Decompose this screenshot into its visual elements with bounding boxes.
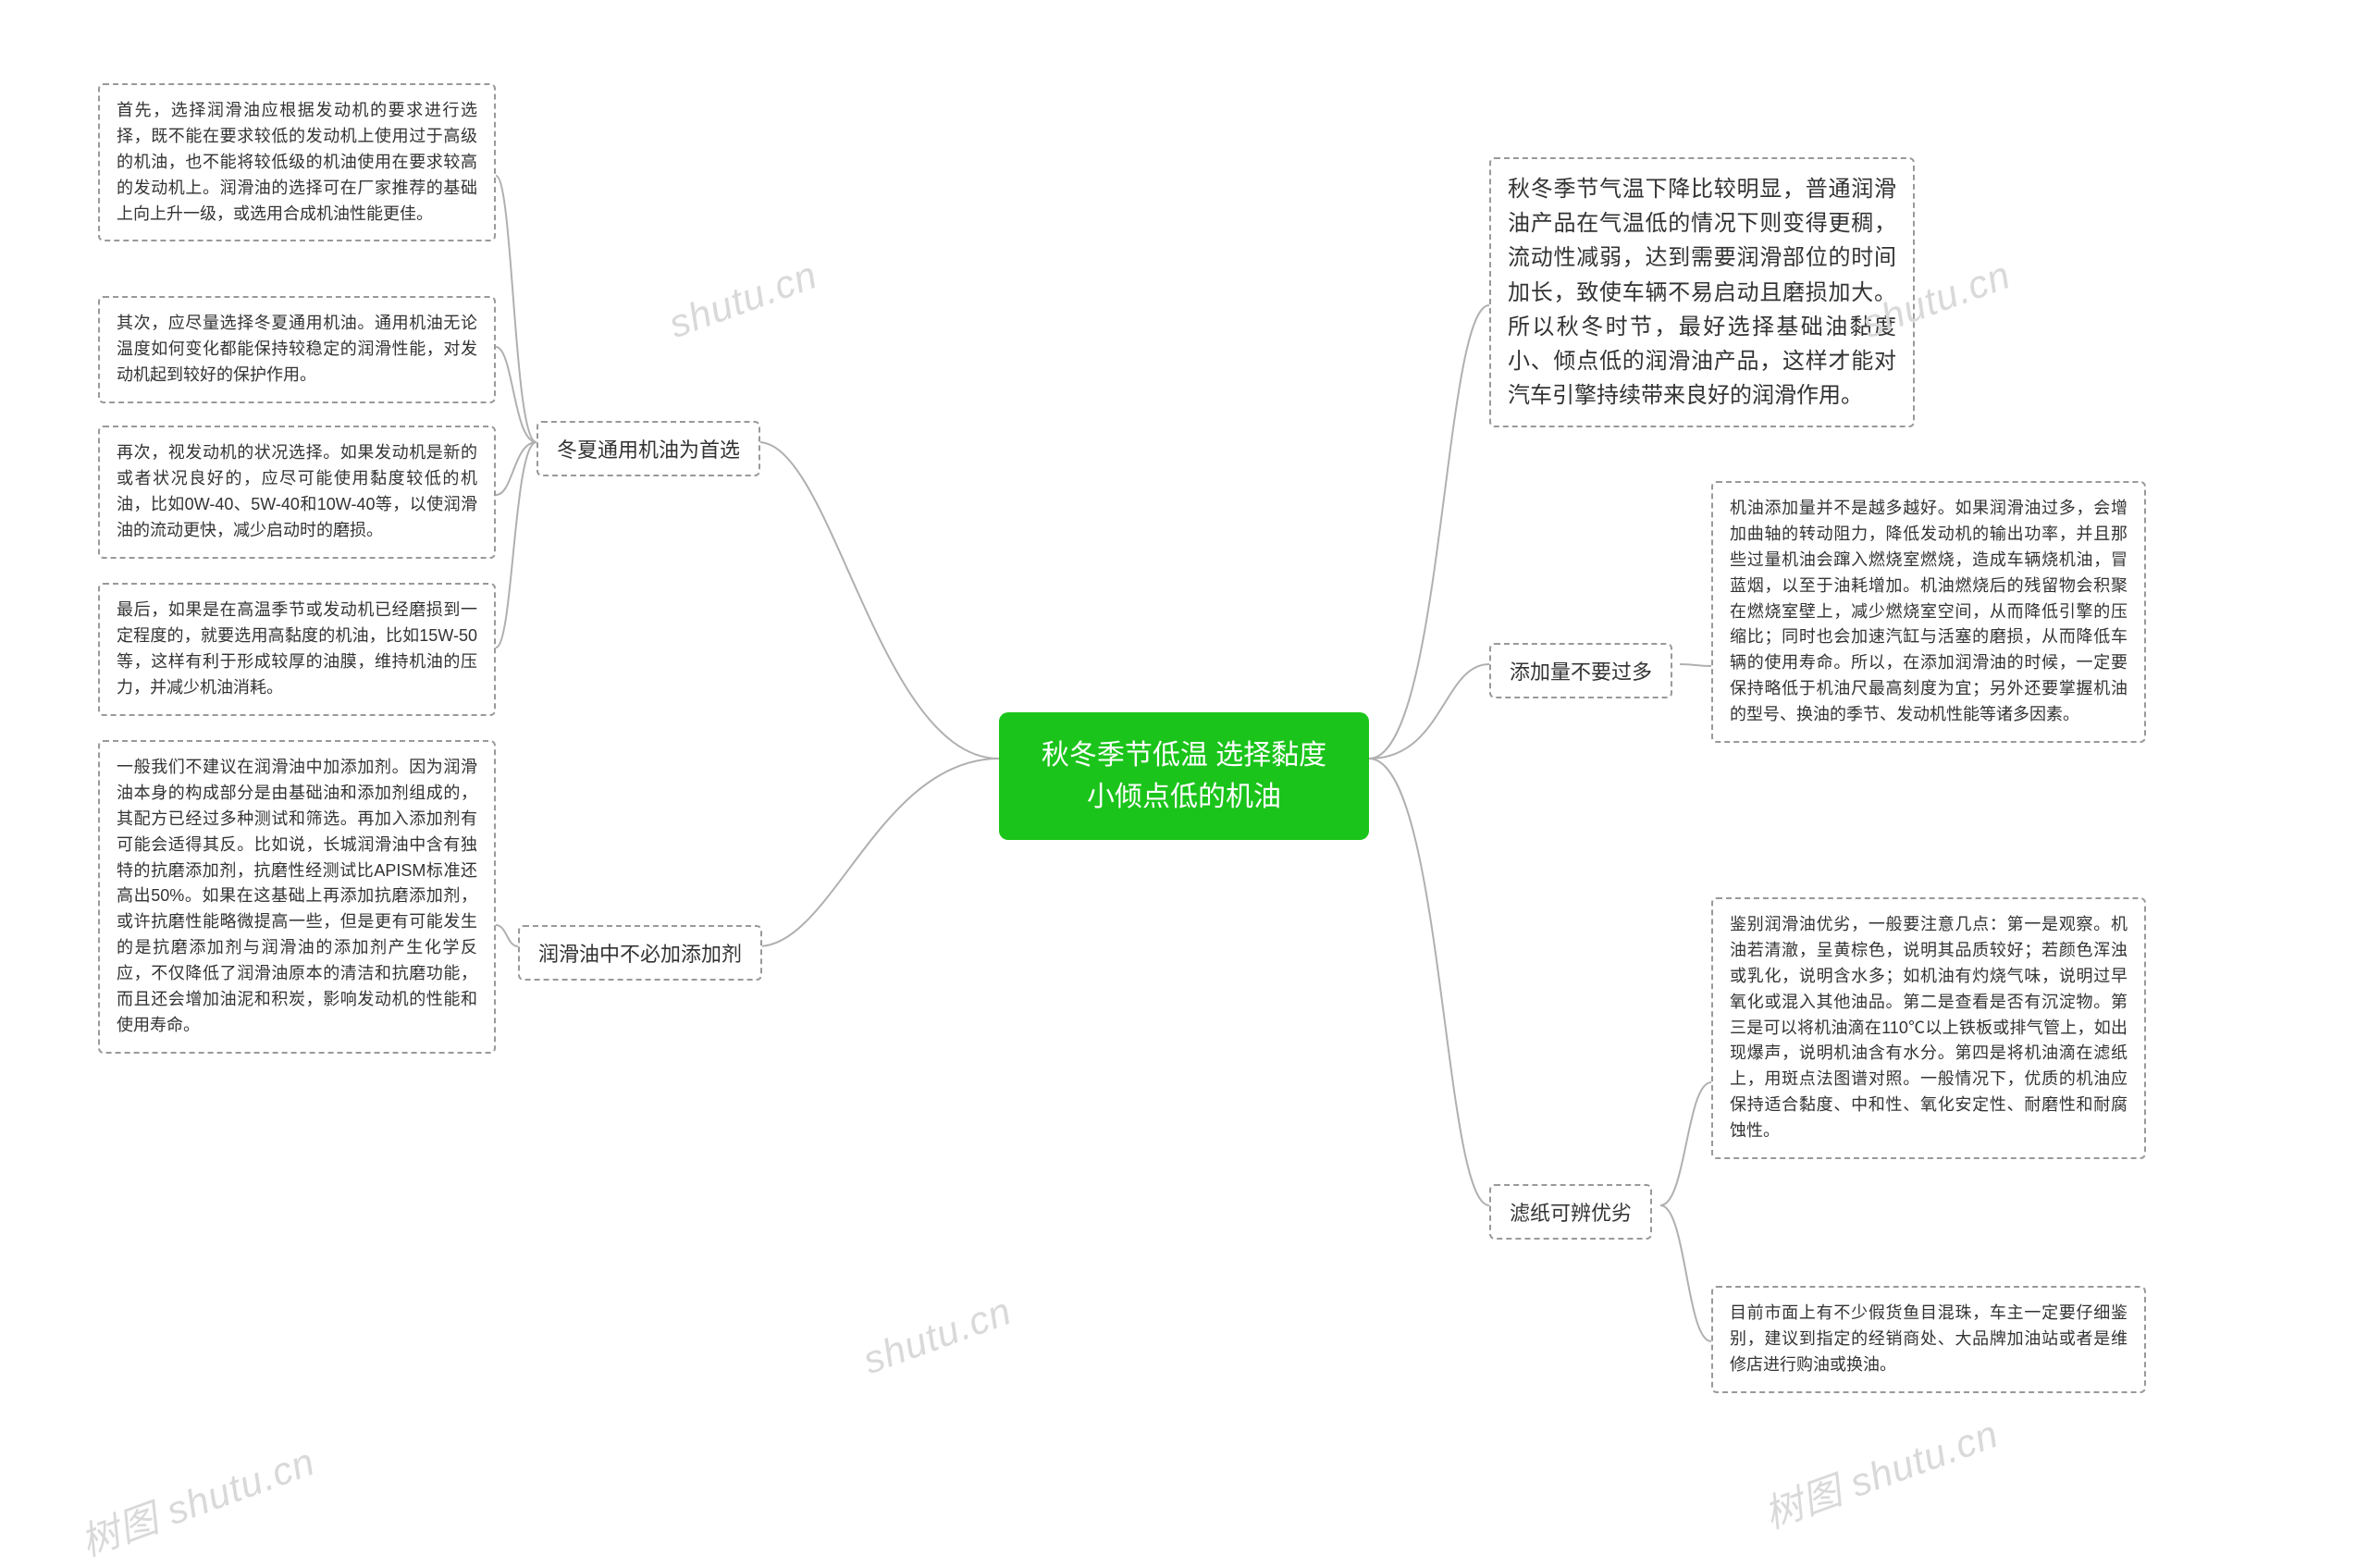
leaf-select-by-engine: 首先，选择润滑油应根据发动机的要求进行选择，既不能在要求较低的发动机上使用过于高… — [98, 83, 496, 241]
watermark: 树图 shutu.cn — [1756, 1402, 2005, 1539]
leaf-engine-condition: 再次，视发动机的状况选择。如果发动机是新的或者状况良好的，应尽可能使用黏度较低的… — [98, 426, 496, 559]
leaf-universal-oil: 其次，应尽量选择冬夏通用机油。通用机油无论温度如何变化都能保持较稳定的润滑性能，… — [98, 296, 496, 403]
watermark: 树图 shutu.cn — [72, 1430, 322, 1567]
leaf-high-temp: 最后，如果是在高温季节或发动机已经磨损到一定程度的，就要选用高黏度的机油，比如1… — [98, 583, 496, 716]
branch-filter-paper: 滤纸可辨优劣 — [1489, 1184, 1652, 1240]
leaf-autumn-winter-intro: 秋冬季节气温下降比较明显，普通润滑油产品在气温低的情况下则变得更稠，流动性减弱，… — [1489, 157, 1915, 427]
leaf-additive-details: 一般我们不建议在润滑油中加添加剂。因为润滑油本身的构成部分是由基础油和添加剂组成… — [98, 740, 496, 1054]
branch-not-too-much: 添加量不要过多 — [1489, 643, 1672, 698]
watermark: shutu.cn — [663, 253, 823, 347]
branch-no-additives: 润滑油中不必加添加剂 — [518, 925, 762, 981]
leaf-fake-warning: 目前市面上有不少假货鱼目混珠，车主一定要仔细鉴别，建议到指定的经销商处、大品牌加… — [1711, 1286, 2146, 1393]
watermark: shutu.cn — [857, 1289, 1018, 1383]
branch-winter-summer-oil: 冬夏通用机油为首选 — [536, 421, 760, 476]
center-node: 秋冬季节低温 选择黏度小倾点低的机油 — [999, 712, 1369, 840]
leaf-quality-check: 鉴别润滑油优劣，一般要注意几点：第一是观察。机油若清澈，呈黄棕色，说明其品质较好… — [1711, 897, 2146, 1159]
leaf-amount-details: 机油添加量并不是越多越好。如果润滑油过多，会增加曲轴的转动阻力，降低发动机的输出… — [1711, 481, 2146, 743]
